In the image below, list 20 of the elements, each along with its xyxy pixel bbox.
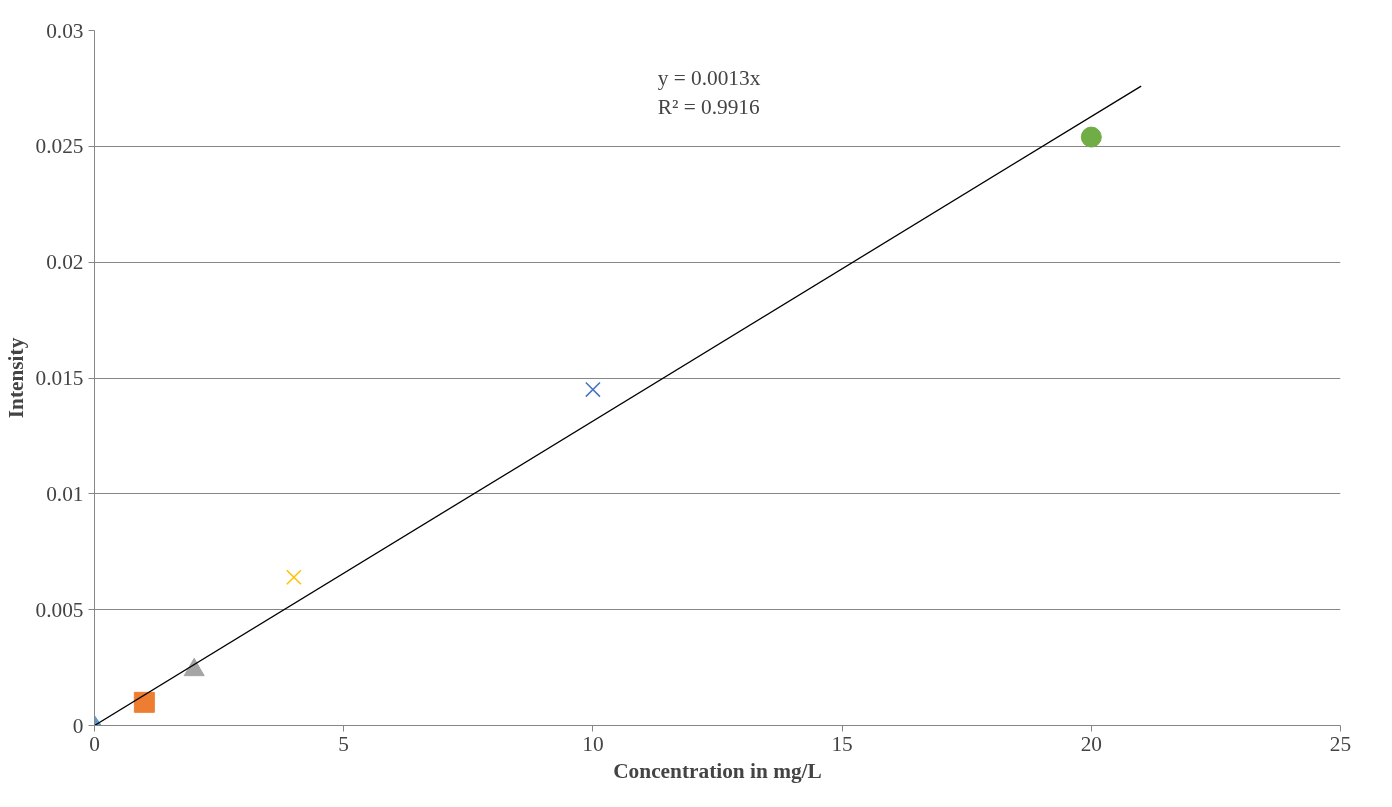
point — [585, 381, 601, 398]
annotation: y = 0.0013x R² = 0.9916 — [657, 65, 761, 119]
point — [133, 691, 155, 713]
point — [286, 569, 302, 586]
x-tick-label: 15 — [831, 731, 853, 756]
x-tick-label: 10 — [582, 731, 604, 756]
y-tick-label: 0.02 — [46, 250, 84, 275]
point — [1080, 126, 1102, 148]
x-tick-label: 25 — [1329, 731, 1352, 756]
y-tick-label: 0.025 — [35, 134, 84, 159]
y-tick-label: 0.01 — [46, 481, 84, 506]
y-tick-label: 0.005 — [35, 597, 84, 622]
y-tick-label: 0.03 — [46, 18, 84, 43]
x-tick-label: 0 — [89, 731, 100, 756]
y-tick-label: 0 — [72, 713, 84, 738]
x-tick-label: 20 — [1080, 731, 1102, 756]
x-tick-label: 5 — [338, 731, 350, 756]
y-tick-label: 0.015 — [35, 366, 84, 390]
y-axis-title: Intensity — [3, 337, 28, 419]
x-axis-title: Concentration in mg/L — [613, 758, 822, 783]
